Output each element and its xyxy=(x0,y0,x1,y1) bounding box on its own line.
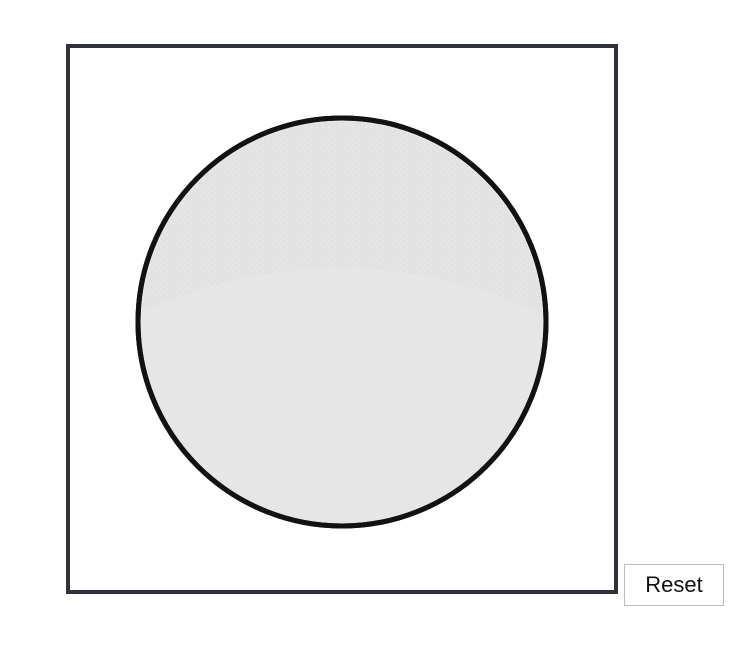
circle-outline xyxy=(135,115,549,529)
reset-button[interactable]: Reset xyxy=(624,564,724,606)
drawing-canvas[interactable] xyxy=(66,44,618,594)
circle-texture xyxy=(142,122,542,318)
canvas-svg xyxy=(135,115,549,529)
